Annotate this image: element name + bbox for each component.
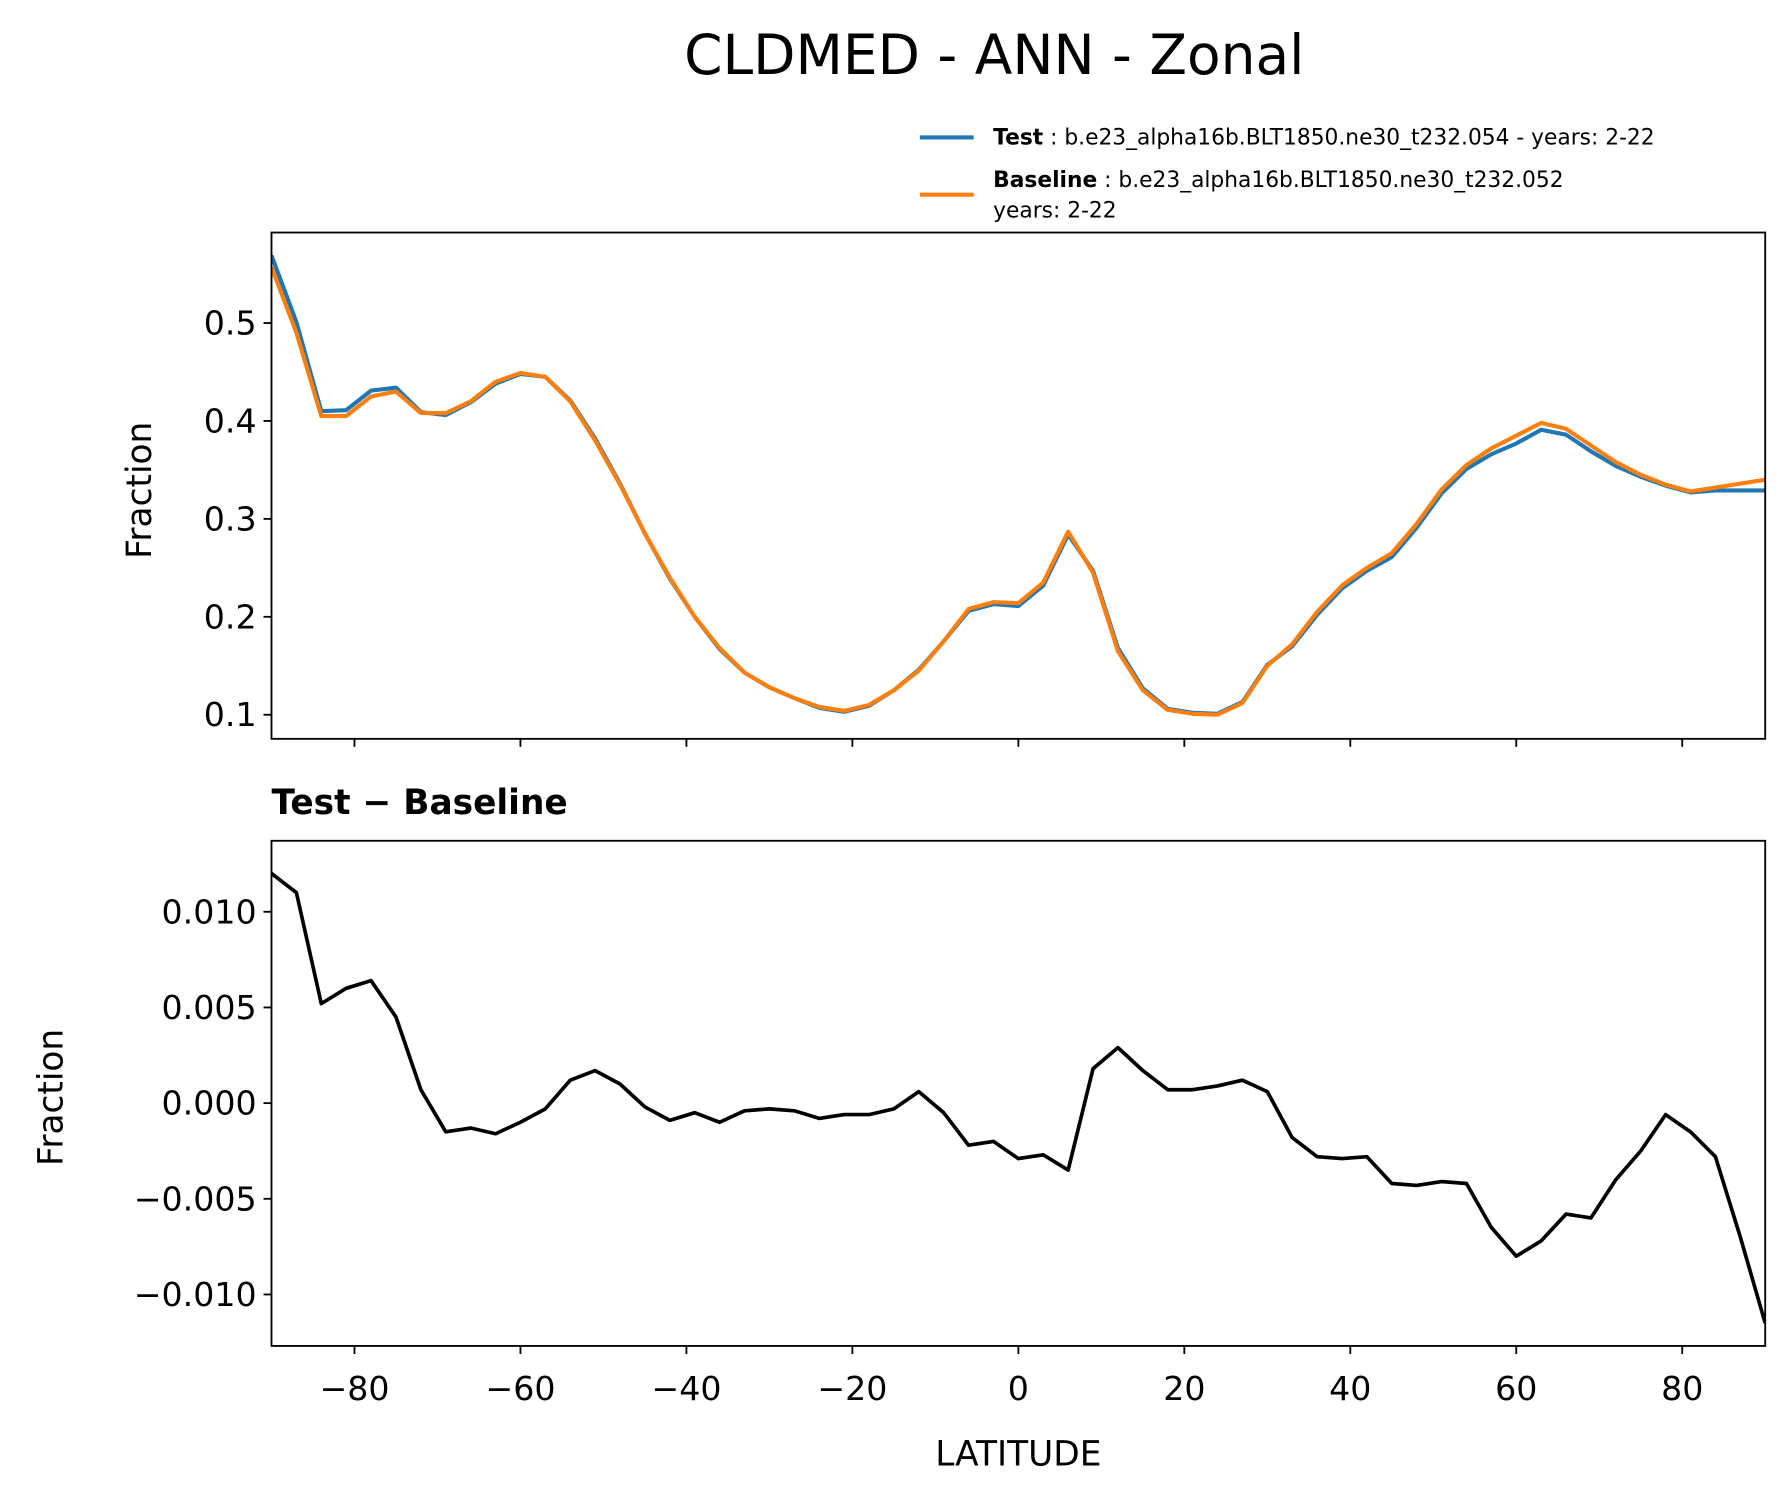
x-tick-label: −20 — [817, 1369, 887, 1408]
y-tick-label: −0.010 — [134, 1275, 257, 1314]
legend-description: b.e23_alpha16b.BLT1850.ne30_t232.054 - y… — [1064, 125, 1654, 150]
x-tick-label: 60 — [1495, 1369, 1537, 1408]
x-tick-label: 0 — [1008, 1369, 1029, 1408]
y-tick-label: 0.4 — [204, 401, 257, 440]
axes-frame — [270, 839, 1767, 1347]
x-tick-label: −60 — [485, 1369, 555, 1408]
y-tick-label: 0.3 — [204, 499, 257, 538]
y-axis-label: Fraction — [32, 1029, 72, 1166]
y-tick-label: 0.005 — [162, 988, 257, 1027]
y-tick-label: 0.2 — [204, 597, 257, 636]
y-tick-label: 0.1 — [204, 695, 257, 734]
x-tick-label: −80 — [319, 1369, 389, 1408]
y-axis-label: Fraction — [120, 422, 160, 559]
chart-title: CLDMED - ANN - Zonal — [684, 23, 1304, 87]
y-tick-label: −0.005 — [134, 1179, 257, 1218]
legend-name: Test — [993, 125, 1043, 150]
legend-label: Test : b.e23_alpha16b.BLT1850.ne30_t232.… — [993, 125, 1654, 150]
panel-title: Test − Baseline — [272, 783, 568, 823]
data-line — [271, 872, 1766, 1324]
plot-area — [271, 872, 1766, 1324]
x-tick-label: 40 — [1329, 1369, 1371, 1408]
legend-description: b.e23_alpha16b.BLT1850.ne30_t232.052 — [1118, 167, 1563, 192]
data-line — [271, 266, 1766, 717]
legend-name: Baseline — [993, 167, 1097, 192]
legend-label: Baseline : b.e23_alpha16b.BLT1850.ne30_t… — [993, 167, 1563, 192]
x-tick-label: 20 — [1163, 1369, 1205, 1408]
legend-sep: : — [1043, 125, 1064, 150]
x-axis-label: LATITUDE — [935, 1435, 1101, 1475]
legend-label: years: 2-22 — [993, 198, 1116, 223]
x-tick-label: 80 — [1661, 1369, 1703, 1408]
y-tick-label: 0.010 — [162, 892, 257, 931]
legend-sep: : — [1097, 167, 1118, 192]
y-tick-label: 0.5 — [204, 304, 257, 343]
x-tick-label: −40 — [651, 1369, 721, 1408]
axes-frame — [270, 231, 1767, 740]
y-tick-label: 0.000 — [162, 1084, 257, 1123]
plot-area — [271, 254, 1766, 717]
